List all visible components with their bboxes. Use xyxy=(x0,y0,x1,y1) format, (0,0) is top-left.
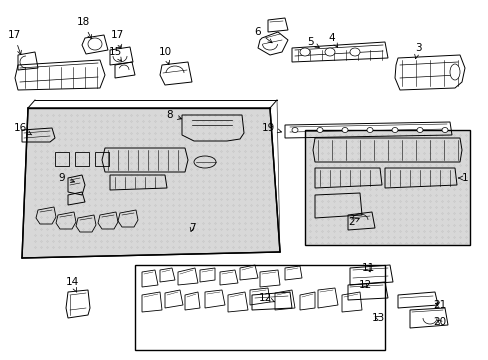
Text: 4: 4 xyxy=(328,33,337,47)
Text: 12: 12 xyxy=(258,293,274,303)
Ellipse shape xyxy=(416,127,422,132)
Text: 14: 14 xyxy=(65,277,79,292)
Ellipse shape xyxy=(325,48,334,56)
Text: 10: 10 xyxy=(158,47,171,64)
Ellipse shape xyxy=(291,127,297,132)
Text: 13: 13 xyxy=(370,313,384,323)
Text: 19: 19 xyxy=(261,123,281,133)
Text: 20: 20 xyxy=(432,317,446,327)
Text: 9: 9 xyxy=(59,173,74,183)
Polygon shape xyxy=(22,108,280,258)
Text: 8: 8 xyxy=(166,110,181,120)
Text: 7: 7 xyxy=(188,223,195,233)
Text: 21: 21 xyxy=(432,300,446,310)
Ellipse shape xyxy=(441,127,447,132)
Bar xyxy=(305,130,469,245)
Text: 17: 17 xyxy=(110,30,123,49)
Text: 5: 5 xyxy=(306,37,319,48)
Text: 12: 12 xyxy=(358,280,371,290)
Ellipse shape xyxy=(299,48,309,56)
Text: 18: 18 xyxy=(76,17,91,39)
Text: 11: 11 xyxy=(361,263,374,273)
Text: 15: 15 xyxy=(108,47,122,61)
Text: 16: 16 xyxy=(13,123,32,135)
Ellipse shape xyxy=(316,127,323,132)
Ellipse shape xyxy=(366,127,372,132)
Ellipse shape xyxy=(391,127,397,132)
Text: 17: 17 xyxy=(7,30,21,55)
Bar xyxy=(135,265,384,350)
Ellipse shape xyxy=(349,48,359,56)
Text: 3: 3 xyxy=(414,43,421,59)
Text: 1: 1 xyxy=(458,173,468,183)
Text: 2: 2 xyxy=(348,217,359,227)
Text: 6: 6 xyxy=(254,27,271,43)
Ellipse shape xyxy=(341,127,347,132)
Ellipse shape xyxy=(449,64,459,80)
